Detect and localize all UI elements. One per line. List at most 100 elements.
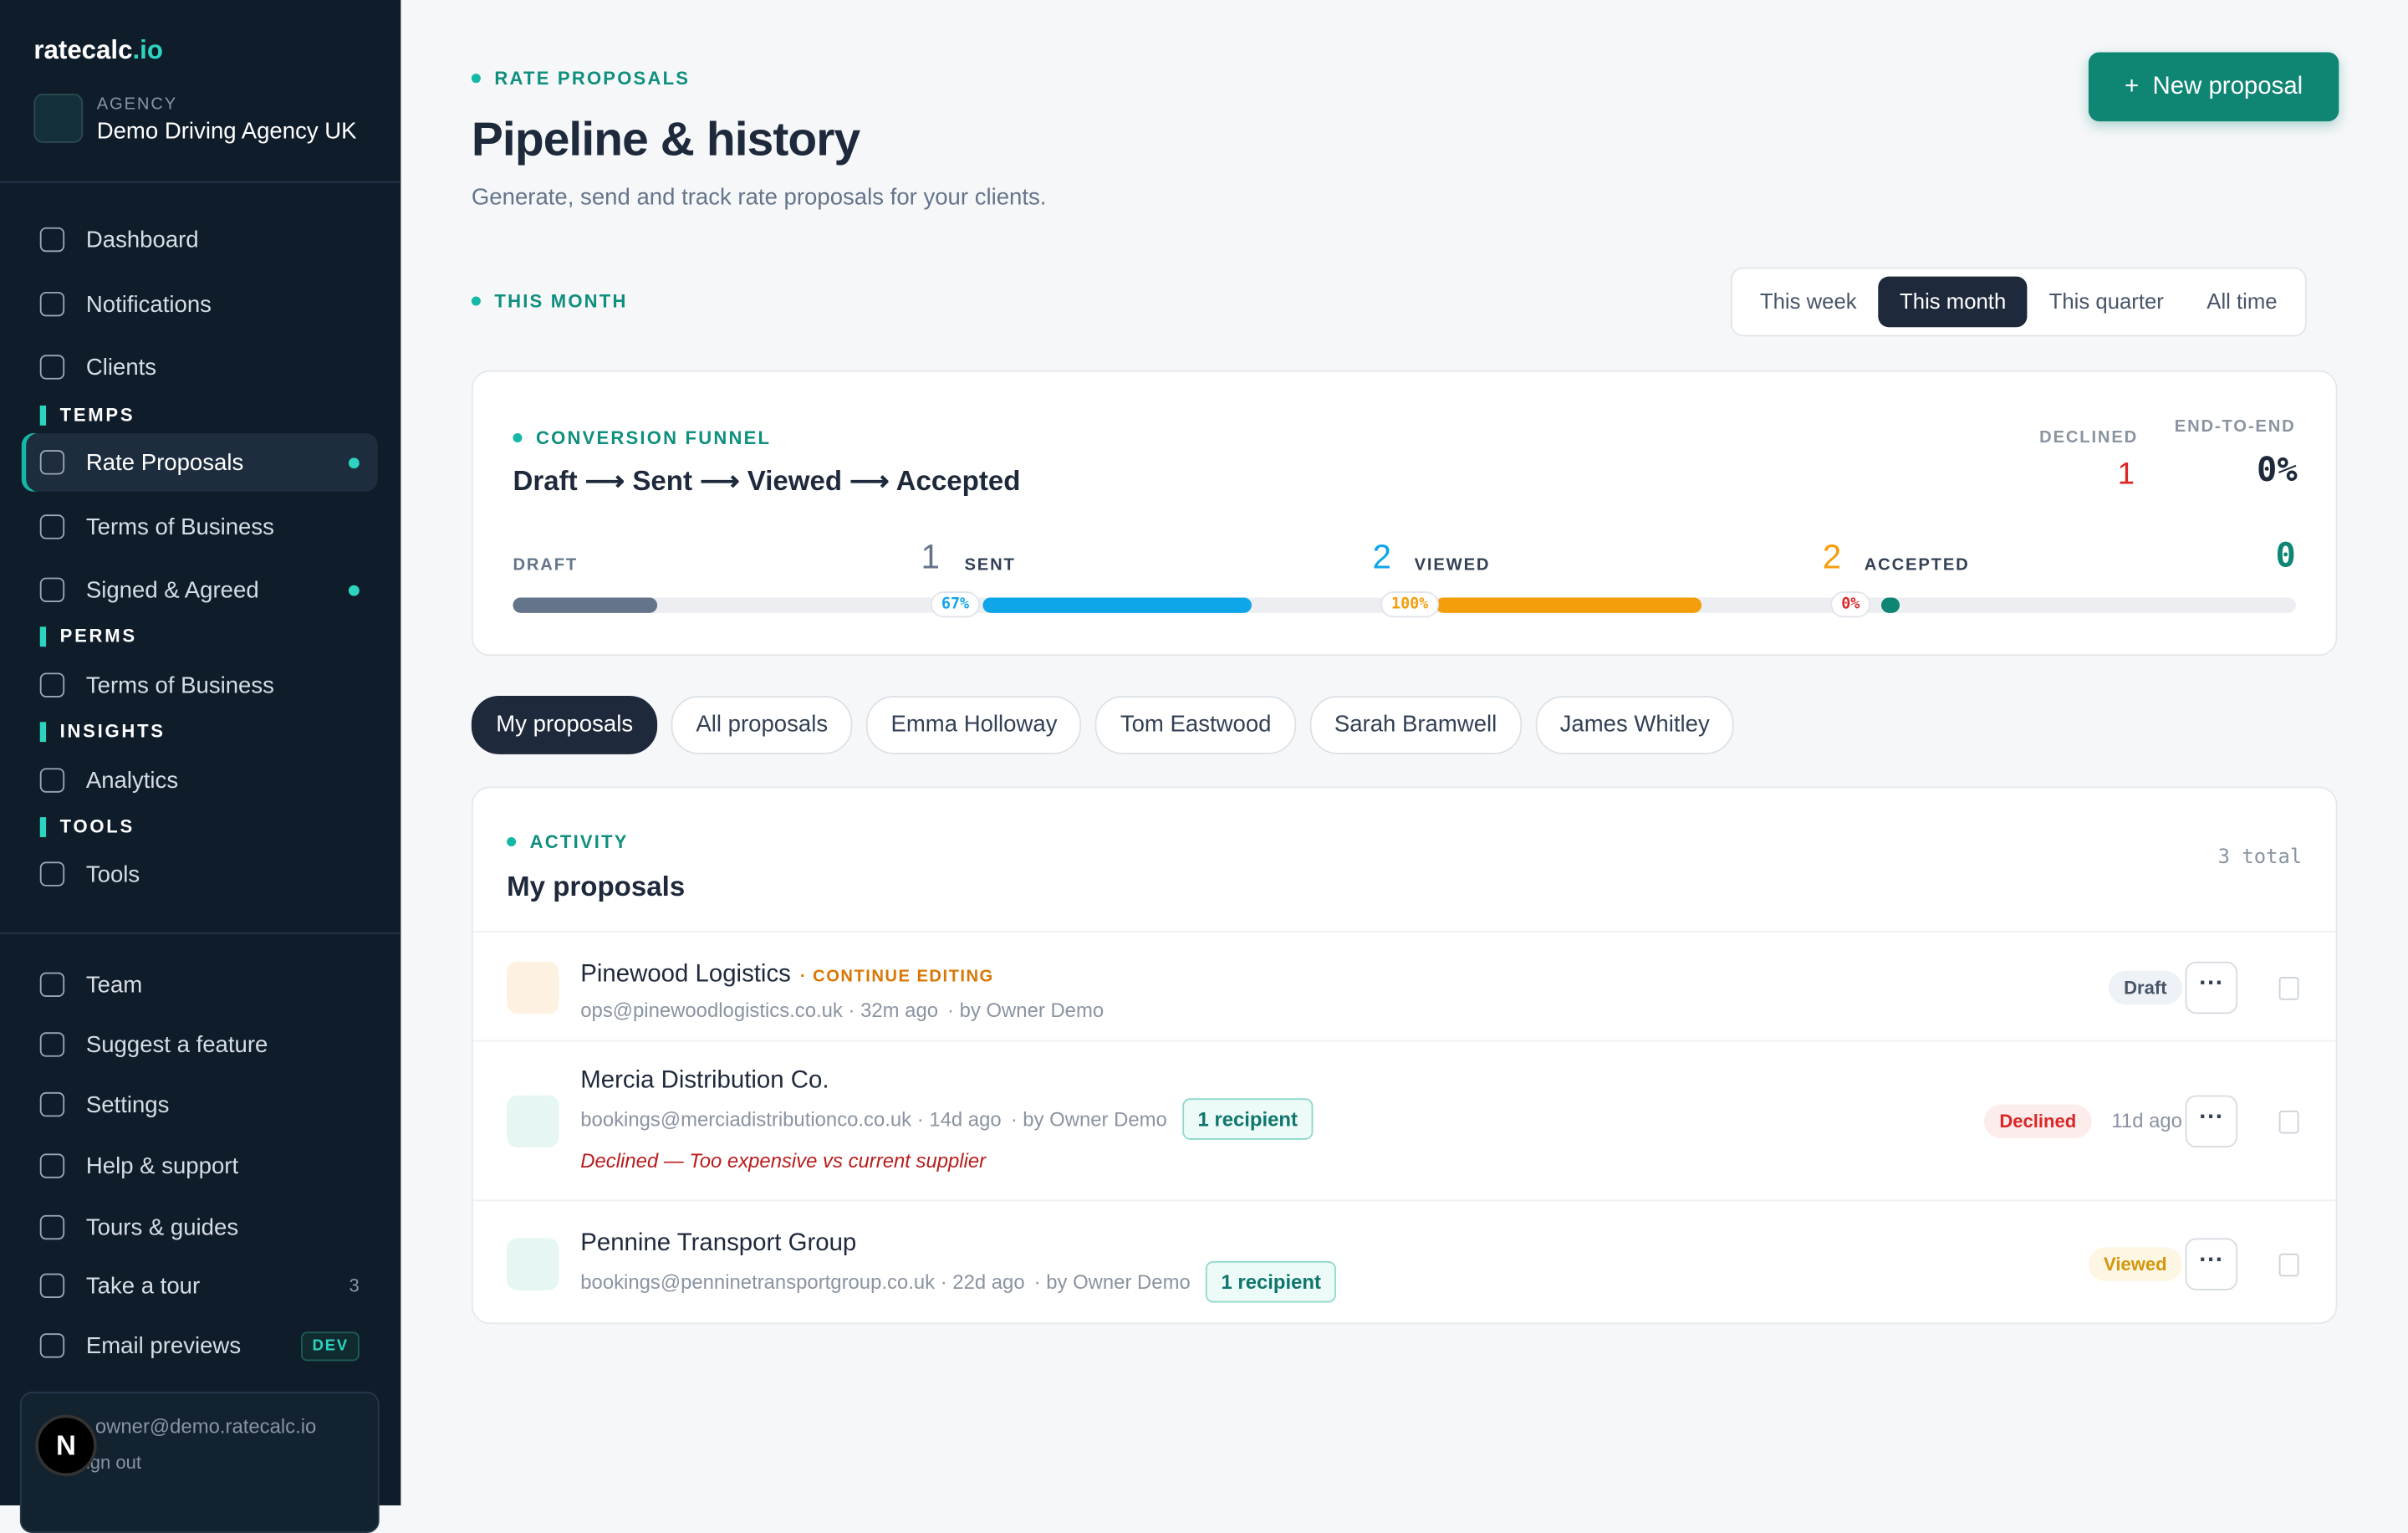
stage-label: ACCEPTED [1864, 555, 1970, 575]
nav-icon [39, 577, 65, 602]
section-title: TEMPS [39, 405, 135, 426]
nav-item[interactable]: Team [22, 955, 378, 1014]
filter-pill[interactable]: Sarah Bramwell [1309, 696, 1522, 754]
filter-pill[interactable]: Tom Eastwood [1095, 696, 1296, 754]
nav-icon [39, 514, 65, 539]
nav-item[interactable]: Signed & Agreed [22, 560, 378, 619]
stage-rate: 67% [931, 591, 980, 618]
nav-item[interactable]: Help & support [22, 1137, 378, 1195]
nav-icon [39, 355, 65, 380]
nav-item[interactable]: Suggest a feature [22, 1015, 378, 1074]
nav-item[interactable]: Rate Proposals [21, 432, 378, 492]
row-meta: bookings@penninetransportgroup.co.uk · 2… [580, 1260, 1337, 1303]
nav-icon [39, 861, 65, 887]
nav-badge: 3 [349, 1275, 360, 1297]
sidebar: ratecalc.io AGENCY Demo Driving Agency U… [0, 0, 401, 1533]
agency-label: AGENCY [96, 95, 178, 114]
nav-item[interactable]: Tools [22, 845, 378, 903]
period-tab[interactable]: This week [1759, 289, 1857, 314]
row-icon [507, 960, 559, 1014]
end-value: 0% [2257, 451, 2298, 490]
status-badge: Declined [1983, 1104, 2092, 1138]
delete-button[interactable] [2278, 1253, 2299, 1277]
nav-dot [348, 457, 360, 468]
nav-label: Settings [85, 1091, 170, 1118]
agency-icon [33, 94, 84, 143]
eyebrow: ACTIVITY [507, 831, 629, 853]
row-title: Pennine Transport Group [580, 1230, 856, 1258]
new-proposal-button[interactable]: + New proposal [2088, 52, 2339, 122]
nav-icon [39, 291, 65, 317]
meta: ops@pinewoodlogistics.co.uk · 32m ago [580, 998, 939, 1022]
nav-item[interactable]: Notifications [22, 275, 378, 334]
delete-button[interactable] [2278, 976, 2299, 999]
activity-title: My proposals [507, 871, 686, 902]
end-label: END-TO-END [2174, 417, 2296, 437]
client-name: Mercia Distribution Co. [580, 1067, 829, 1094]
stage-rate: 0% [1830, 591, 1871, 618]
period-tabs: This week This month This quarter All time [1730, 267, 2307, 337]
stage-bar [982, 597, 1252, 613]
nav-label: Rate Proposals [85, 449, 244, 476]
nav-item[interactable]: Take a tour 3 [22, 1256, 378, 1315]
filter-pill[interactable]: Emma Holloway [866, 696, 1082, 754]
nav-label: Analytics [85, 767, 179, 794]
more-button[interactable]: ··· [2185, 1095, 2238, 1148]
more-button[interactable]: ··· [2185, 1238, 2238, 1290]
status-badge: Viewed [2088, 1247, 2182, 1281]
nav-item[interactable]: Terms of Business [22, 498, 378, 556]
row-meta: ops@pinewoodlogistics.co.uk · 32m ago · b… [580, 999, 1104, 1022]
nav-icon [39, 227, 65, 253]
period-tab[interactable]: This quarter [2048, 289, 2164, 314]
brand-tld: .io [132, 35, 163, 65]
nav-tag: DEV [301, 1331, 360, 1361]
filter-pill[interactable]: All proposals [671, 696, 853, 754]
stage-count: 1 [921, 537, 941, 576]
nav-icon [39, 1091, 65, 1117]
stage-count: 0 [2275, 537, 2296, 576]
owner: · by Owner Demo [1033, 1270, 1191, 1294]
nav-label: Email previews [85, 1332, 242, 1359]
divider [0, 932, 401, 934]
avatar[interactable]: N [35, 1414, 97, 1477]
period-tab[interactable]: This month [1878, 276, 2028, 328]
nav-item[interactable]: Clients [22, 338, 378, 396]
period-tab[interactable]: All time [2206, 289, 2278, 314]
owner: · by Owner Demo [1010, 1107, 1167, 1131]
divider [0, 181, 401, 183]
nav-icon [39, 1214, 65, 1240]
nav-label: Take a tour [85, 1272, 201, 1299]
filters: My proposals All proposals Emma Holloway To… [471, 696, 1748, 754]
user-email: owner@demo.ratecalc.io [94, 1414, 317, 1438]
proposal-row[interactable]: Mercia Distribution Co. bookings@merciadi… [472, 1040, 2336, 1201]
more-button[interactable]: ··· [2185, 960, 2238, 1014]
nav-icon [39, 450, 65, 475]
filter-pill[interactable]: My proposals [471, 696, 658, 754]
user-card: owner@demo.ratecalc.io Sign out N [19, 1392, 380, 1533]
nav-label: Tours & guides [85, 1214, 239, 1241]
meta: bookings@merciadistributionco.co.uk · 14… [580, 1107, 1002, 1131]
eyebrow: RATE PROPOSALS [472, 68, 690, 89]
delete-button[interactable] [2278, 1110, 2299, 1134]
proposal-row[interactable]: Pennine Transport Group bookings@penninet… [472, 1199, 2336, 1322]
period-label: THIS MONTH [472, 290, 628, 312]
nav-label: Clients [85, 354, 157, 381]
row-icon [507, 1095, 559, 1148]
nav-item[interactable]: Email previews DEV [22, 1316, 378, 1375]
nav-item[interactable]: Terms of Business [22, 656, 378, 714]
row-when: 11d ago [2111, 1109, 2182, 1132]
filter-pill[interactable]: James Whitley [1535, 696, 1735, 754]
owner: · by Owner Demo [947, 998, 1105, 1022]
nav-item[interactable]: Analytics [22, 751, 378, 810]
meta: bookings@penninetransportgroup.co.uk · 2… [580, 1270, 1025, 1294]
nav-item[interactable]: Settings [22, 1076, 378, 1134]
row-tag: · CONTINUE EDITING [799, 968, 994, 987]
client-name: Pennine Transport Group [580, 1230, 857, 1257]
nav-label: Help & support [85, 1152, 239, 1179]
nav-icon [39, 1273, 65, 1299]
proposal-row[interactable]: Pinewood Logistics · CONTINUE EDITING ops@… [472, 931, 2336, 1041]
nav-dot [348, 584, 360, 595]
nav-item[interactable]: Dashboard [22, 211, 378, 269]
recipients: 1 recipient [1206, 1260, 1337, 1303]
nav-item[interactable]: Tours & guides [22, 1198, 378, 1257]
